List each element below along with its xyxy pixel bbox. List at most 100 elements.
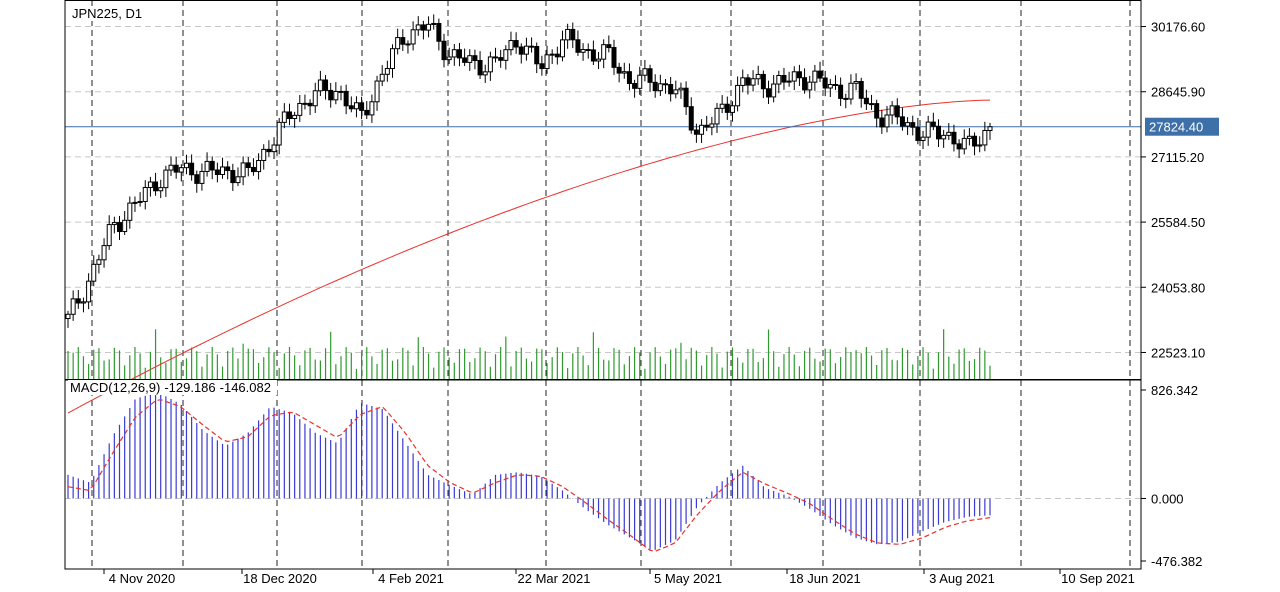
candle-body — [194, 174, 200, 184]
candle-body — [96, 259, 102, 265]
candle-body — [740, 77, 746, 86]
chart-frame — [64, 0, 1142, 570]
candle-body — [379, 73, 385, 82]
candle-body — [781, 74, 787, 83]
candle-body — [214, 169, 220, 176]
candle-body — [539, 63, 545, 70]
candle-body — [271, 144, 277, 153]
volume-bars — [67, 329, 991, 379]
candle-body — [127, 202, 133, 221]
candle-body — [369, 101, 375, 116]
candle-body — [977, 144, 983, 147]
candle-body — [446, 56, 452, 61]
price-candles — [65, 14, 993, 328]
candle-body — [869, 103, 875, 106]
candle-body — [410, 29, 416, 45]
candle-body — [75, 298, 81, 304]
candle-body — [91, 263, 97, 282]
candle-body — [261, 148, 267, 161]
candle-body — [230, 170, 236, 184]
macd-panel-frame — [64, 379, 1142, 570]
candle-body — [101, 245, 107, 261]
candle-body — [709, 123, 715, 128]
candle-body — [905, 122, 911, 127]
candle-body — [750, 78, 756, 86]
ma-line — [67, 99, 991, 414]
macd-name: MACD(12,26,9) — [70, 380, 161, 395]
axis-labels: 30176.60 28645.90 27115.20 25584.50 24053.80… — [103, 20, 1219, 586]
candle-body — [436, 22, 442, 42]
candle-body — [431, 22, 437, 25]
candle-body — [384, 68, 390, 75]
candle-body — [662, 83, 668, 86]
candle-body — [86, 280, 92, 303]
candle-body — [70, 298, 76, 315]
candle-body — [266, 148, 272, 153]
macd-tick-label: 826.342 — [1151, 383, 1198, 398]
candle-body — [132, 201, 138, 204]
candle-body — [822, 77, 828, 89]
candle-body — [209, 160, 215, 171]
candle-body — [966, 135, 972, 139]
candle-body — [163, 169, 169, 189]
candle-body — [858, 81, 864, 99]
candle-body — [930, 121, 936, 127]
candle-body — [343, 90, 349, 107]
candle-body — [791, 71, 797, 82]
candle-body — [65, 313, 71, 320]
candle-body — [281, 111, 287, 123]
candle-body — [323, 79, 329, 91]
candle-body — [493, 56, 499, 59]
candle-body — [523, 45, 529, 55]
macd-tick-label: 0.000 — [1151, 491, 1184, 506]
candle-body — [111, 222, 117, 226]
candle-body — [544, 54, 550, 70]
candle-body — [415, 24, 421, 31]
candle-body — [348, 105, 354, 110]
macd-indicator-title: MACD(12,26,9) -129.186 -146.082 — [68, 380, 277, 395]
candle-body — [951, 131, 957, 145]
candle-body — [503, 49, 509, 61]
candle-body — [142, 186, 148, 202]
candle-body — [755, 73, 761, 80]
candle-body — [328, 89, 334, 101]
candle-body — [559, 39, 565, 58]
candle-body — [80, 301, 86, 304]
candle-body — [817, 70, 823, 79]
candle-body — [374, 80, 380, 103]
candle-body — [776, 74, 782, 85]
candle-body — [925, 121, 931, 138]
candle-body — [570, 28, 576, 41]
candle-body — [240, 162, 246, 178]
candle-body — [353, 102, 359, 110]
candle-body — [117, 222, 123, 233]
candle-body — [297, 102, 303, 116]
candle-body — [292, 114, 298, 120]
candle-body — [760, 73, 766, 90]
candle-body — [611, 47, 617, 68]
candle-body — [189, 162, 195, 176]
price-tick-label: 24053.80 — [1151, 280, 1205, 295]
candle-body — [647, 68, 653, 83]
macd-signal-value: -146.082 — [219, 380, 271, 395]
candle-body — [724, 103, 730, 113]
candle-body — [946, 131, 952, 136]
candle-body — [771, 83, 777, 98]
candle-body — [513, 40, 519, 48]
candle-body — [575, 39, 581, 53]
current-price-label: 27824.40 — [1149, 120, 1203, 135]
candle-body — [534, 45, 540, 65]
candle-body — [307, 102, 313, 107]
candle-body — [276, 121, 282, 146]
candle-body — [420, 24, 426, 31]
candle-body — [158, 187, 164, 192]
candle-body — [889, 105, 895, 116]
candle-body — [147, 181, 153, 188]
grid-lines — [65, 0, 1141, 569]
candle-body — [462, 57, 468, 63]
candle-body — [766, 88, 772, 98]
candle-body — [286, 111, 292, 120]
candle-body — [333, 90, 339, 101]
chart-symbol-title: JPN225, D1 — [70, 6, 145, 21]
candle-body — [220, 166, 226, 176]
